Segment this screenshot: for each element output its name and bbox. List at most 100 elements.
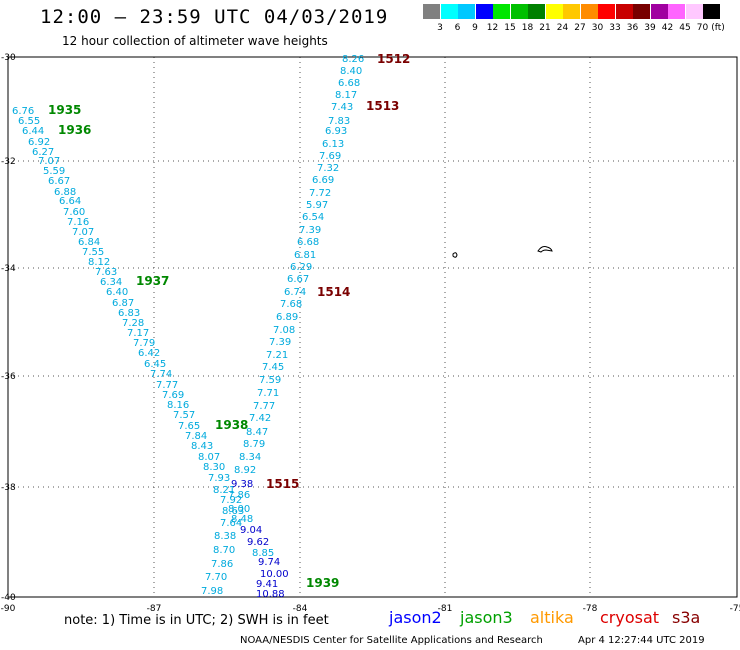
colorbar-label: 21 [539, 23, 551, 33]
y-tick-label: -34 [1, 264, 16, 274]
wave-height-value: 7.86 [228, 490, 250, 501]
wave-height-value: 6.76 [12, 106, 34, 117]
wave-height-value: 6.40 [106, 287, 128, 298]
map-subtitle: 12 hour collection of altimeter wave hei… [62, 34, 328, 48]
colorbar-label: 3 [437, 23, 443, 33]
wave-height-value: 6.68 [297, 237, 319, 248]
wave-height-value: 6.67 [287, 274, 309, 285]
wave-height-value: 6.83 [118, 308, 140, 319]
map-frame [7, 56, 738, 598]
axis-tick-labels: -90 -87 -84 -81 -78 -75 -30 -32 -34 -36 -38 -40 [1, 53, 740, 614]
wave-height-value: 7.77 [253, 401, 275, 412]
colorbar-label: 9 [472, 23, 478, 33]
wave-height-value: 6.64 [59, 196, 81, 207]
wave-height-value: 6.54 [302, 212, 324, 223]
wave-height-value: 6.55 [18, 116, 40, 127]
wave-height-value: 7.17 [127, 328, 149, 339]
wave-height-value: 8.00 [228, 504, 250, 515]
wave-height-value: 6.68 [338, 78, 360, 89]
wave-height-value: 9.74 [258, 557, 280, 568]
wave-height-value: 8.12 [88, 257, 110, 268]
wave-height-value: 7.68 [280, 299, 302, 310]
wave-height-value: 7.07 [72, 227, 94, 238]
wave-height-value: 7.72 [309, 188, 331, 199]
x-tick-label: -90 [1, 604, 16, 614]
y-tick-label: -36 [1, 372, 16, 382]
track-1512-1515: 8.268.406.688.177.437.836.936.137.697.32… [228, 54, 364, 600]
wave-height-value: 6.34 [100, 277, 122, 288]
colorbar-swatch [475, 4, 493, 19]
wave-height-value: 9.04 [240, 525, 262, 536]
y-tick-label: -38 [1, 483, 16, 493]
wave-height-value: 7.42 [249, 413, 271, 424]
wave-height-value: 7.71 [257, 388, 279, 399]
y-tick-label: -32 [1, 157, 16, 167]
satellite-legend-item: jason3 [460, 608, 513, 627]
footer-note: note: 1) Time is in UTC; 2) SWH is in fe… [64, 613, 329, 628]
colorbar-swatch [563, 4, 580, 19]
wave-height-value: 7.93 [208, 473, 230, 484]
colorbar-swatch [440, 4, 458, 19]
wave-height-value: 5.97 [306, 200, 328, 211]
wave-height-value: 7.60 [63, 207, 85, 218]
colorbar-label: 33 [609, 23, 621, 33]
wave-height-value: 6.13 [322, 139, 344, 150]
island-larger [537, 246, 553, 253]
y-tick-label: -40 [1, 593, 16, 603]
wave-height-value: 7.16 [67, 217, 89, 228]
wave-height-value: 7.84 [185, 431, 207, 442]
wave-height-value: 7.74 [150, 369, 172, 380]
colorbar-label: 30 [591, 23, 604, 33]
wave-height-value: 6.81 [294, 250, 316, 261]
wave-height-value: 6.92 [28, 137, 50, 148]
colorbar-swatch [668, 4, 685, 19]
wave-height-value: 5.59 [43, 166, 65, 177]
colorbar-label: 12 [486, 23, 499, 33]
wave-height-value: 6.44 [22, 126, 44, 137]
colorbar-swatch [528, 4, 545, 19]
colorbar-label: 6 [454, 23, 461, 33]
pass-time-label: 1938 [215, 418, 248, 432]
island-outlines [452, 246, 553, 258]
wave-height-value: 8.17 [335, 90, 357, 101]
map-border [7, 56, 738, 598]
colorbar-label: 36 [626, 23, 639, 33]
wave-height-value: 8.16 [167, 400, 189, 411]
wave-height-value: 7.79 [133, 338, 155, 349]
wave-height-value: 7.65 [178, 421, 200, 432]
wave-height-value: 6.45 [144, 359, 166, 370]
wave-height-value: 8.21 [213, 485, 235, 496]
wave-height-value: 6.74 [284, 287, 306, 298]
colorbar-unit: (ft) [711, 23, 725, 33]
colorbar-label: 45 [679, 23, 691, 33]
colorbar-label: 70 [696, 23, 709, 33]
wave-height-value: 6.69 [312, 175, 334, 186]
wave-height-value: 7.57 [173, 410, 195, 421]
pass-time-label: 1515 [266, 477, 299, 491]
wave-height-value: 7.08 [273, 325, 295, 336]
wave-height-value: 8.30 [203, 462, 225, 473]
wave-height-value: 6.67 [48, 176, 70, 187]
wave-height-value: 8.63 [222, 506, 244, 517]
colorbar-swatch [685, 4, 703, 19]
pass-time-labels: 1512 1513 1514 1515 1935 1936 1937 1938 1939 [48, 52, 410, 590]
track-1935-1939: 6.766.556.446.926.277.075.596.676.886.64… [12, 106, 244, 597]
wave-height-value: 6.29 [290, 262, 312, 273]
colorbar-swatch [703, 4, 720, 19]
wave-height-value: 7.32 [317, 163, 339, 174]
wave-height-value: 6.87 [112, 298, 134, 309]
wave-height-value: 7.28 [122, 318, 144, 329]
colorbar-label: 39 [644, 23, 656, 33]
wave-height-value: 9.41 [256, 579, 278, 590]
wave-height-value: 8.92 [234, 465, 256, 476]
wave-height-value: 7.63 [95, 267, 117, 278]
satellite-legend-item: s3a [672, 608, 701, 627]
wave-height-value: 8.07 [198, 452, 220, 463]
wave-height-value: 6.88 [54, 187, 76, 198]
wave-height-value: 6.93 [325, 126, 347, 137]
wave-height-value: 8.47 [246, 427, 268, 438]
colorbar-swatch [545, 4, 563, 19]
pass-time-label: 1514 [317, 285, 350, 299]
colorbar-label: 27 [574, 23, 586, 33]
wave-height-value: 7.69 [162, 390, 184, 401]
